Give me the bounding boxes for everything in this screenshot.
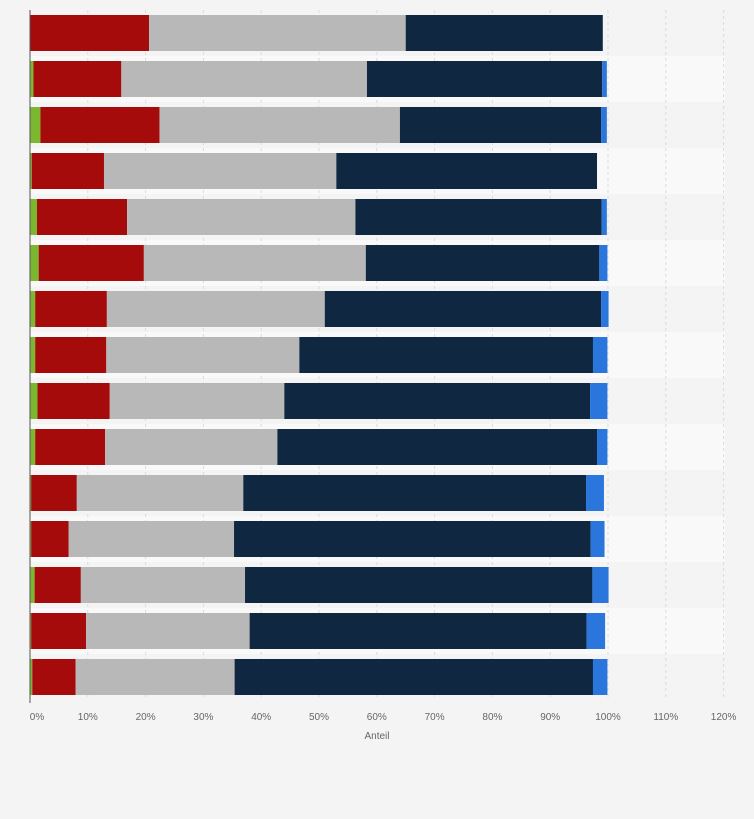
bar-segment[interactable] [365, 245, 600, 281]
bar-segment[interactable] [30, 199, 37, 235]
bar-segment[interactable] [30, 383, 38, 419]
bar-segment[interactable] [299, 337, 593, 373]
bar-segment[interactable] [234, 659, 593, 695]
bar-segment[interactable] [243, 475, 587, 511]
bar-segment[interactable] [601, 107, 607, 143]
bar-segment[interactable] [30, 659, 33, 695]
bar-segment[interactable] [30, 521, 32, 557]
x-tick-label: 10% [78, 712, 98, 723]
bar-segment[interactable] [590, 521, 605, 557]
x-tick-label: 60% [367, 712, 387, 723]
bar-segment[interactable] [366, 61, 603, 97]
bar-segment[interactable] [30, 475, 32, 511]
bar-segment[interactable] [324, 291, 602, 327]
bar-segment[interactable] [30, 245, 39, 281]
bar-segment[interactable] [32, 659, 76, 695]
bar-segment[interactable] [106, 337, 300, 373]
bar-segment[interactable] [35, 429, 106, 465]
bar-segment[interactable] [234, 521, 591, 557]
bar-segment[interactable] [597, 429, 608, 465]
x-tick-label: 40% [251, 712, 271, 723]
bar-segment[interactable] [30, 291, 36, 327]
x-axis-title: Anteil [364, 731, 389, 742]
bar-segment[interactable] [35, 291, 107, 327]
bar-segment[interactable] [336, 153, 598, 189]
x-tick-label: 70% [425, 712, 445, 723]
bar-segment[interactable] [127, 199, 356, 235]
bar-segment[interactable] [592, 659, 608, 695]
bar-segment[interactable] [30, 107, 41, 143]
bar-segment[interactable] [30, 567, 35, 603]
bar-segment[interactable] [121, 61, 367, 97]
bar-segment[interactable] [38, 245, 144, 281]
bar-segment[interactable] [149, 15, 406, 51]
x-tick-label: 50% [309, 712, 329, 723]
bar-segment[interactable] [249, 613, 587, 649]
bar-segment[interactable] [76, 475, 244, 511]
bar-segment[interactable] [34, 567, 81, 603]
x-tick-label: 80% [482, 712, 502, 723]
bar-segment[interactable] [159, 107, 400, 143]
bar-segment[interactable] [143, 245, 366, 281]
bar-segment[interactable] [586, 475, 604, 511]
bar-segment[interactable] [586, 613, 606, 649]
bar-segment[interactable] [86, 613, 250, 649]
x-tick-label: 90% [540, 712, 560, 723]
bar-segment[interactable] [33, 61, 122, 97]
x-axis-ticks: 0% 10% 20% 30% 40% 50% 60% 70% 80% 90% 100% 110% 120… [30, 712, 737, 723]
x-tick-label: 30% [193, 712, 213, 723]
bar-segment[interactable] [355, 199, 602, 235]
bar-segment[interactable] [592, 337, 608, 373]
bar-segment[interactable] [40, 107, 160, 143]
x-tick-label: 120% [711, 712, 737, 723]
bar-segment[interactable] [601, 199, 607, 235]
bar-segment[interactable] [31, 521, 69, 557]
bar-segment[interactable] [30, 61, 34, 97]
bar-segment[interactable] [601, 291, 609, 327]
bar-segment[interactable] [68, 521, 235, 557]
bar-segment[interactable] [109, 383, 285, 419]
x-tick-label: 100% [595, 712, 621, 723]
bar-segment[interactable] [277, 429, 598, 465]
bar-segment[interactable] [245, 567, 593, 603]
bar-segment[interactable] [80, 567, 246, 603]
bar-segment[interactable] [590, 383, 608, 419]
x-tick-label: 110% [653, 712, 678, 723]
bar-segment[interactable] [37, 383, 110, 419]
bar-segment[interactable] [75, 659, 235, 695]
bar-segment[interactable] [405, 15, 603, 51]
x-tick-label: 0% [30, 712, 45, 723]
bar-segment[interactable] [31, 613, 87, 649]
bar-segment[interactable] [31, 153, 104, 189]
bar-segment[interactable] [30, 429, 36, 465]
bar-segment[interactable] [106, 291, 325, 327]
bar-segment[interactable] [602, 61, 607, 97]
x-tick-label: 20% [136, 712, 156, 723]
bar-segment[interactable] [105, 429, 278, 465]
bar-segment[interactable] [592, 567, 609, 603]
bar-segment[interactable] [399, 107, 602, 143]
bar-segment[interactable] [103, 153, 337, 189]
bar-segment[interactable] [30, 613, 32, 649]
bar-segment[interactable] [30, 337, 36, 373]
bar-segment[interactable] [30, 15, 150, 51]
bar-segment[interactable] [30, 153, 32, 189]
bar-segment[interactable] [284, 383, 591, 419]
bars [30, 15, 609, 695]
bar-segment[interactable] [36, 199, 128, 235]
bar-segment[interactable] [599, 245, 608, 281]
bar-segment[interactable] [35, 337, 107, 373]
bar-segment[interactable] [31, 475, 77, 511]
